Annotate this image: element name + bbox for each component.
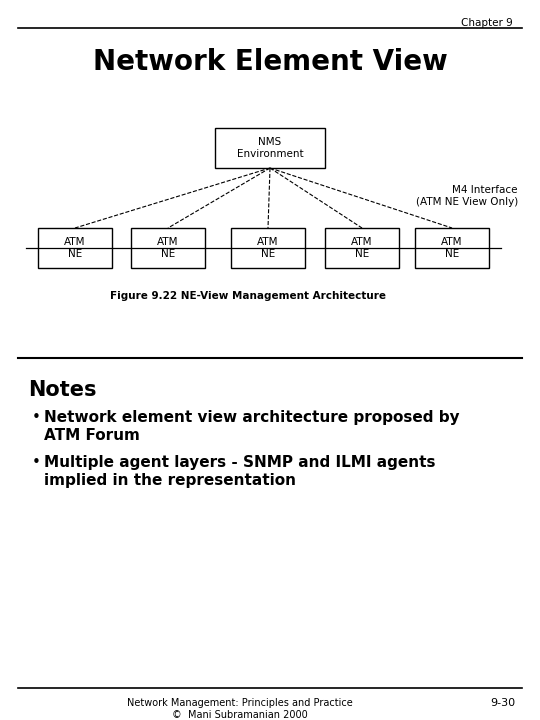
Bar bbox=[231, 228, 305, 268]
Text: Network element view architecture proposed by: Network element view architecture propos… bbox=[44, 410, 460, 425]
Text: ATM
NE: ATM NE bbox=[441, 237, 463, 258]
Text: Figure 9.22 NE-View Management Architecture: Figure 9.22 NE-View Management Architect… bbox=[110, 291, 386, 301]
Text: ATM Forum: ATM Forum bbox=[44, 428, 140, 443]
Text: Multiple agent layers - SNMP and ILMI agents: Multiple agent layers - SNMP and ILMI ag… bbox=[44, 455, 435, 470]
Text: •: • bbox=[32, 455, 41, 470]
Bar bbox=[325, 228, 399, 268]
Text: ATM
NE: ATM NE bbox=[64, 237, 86, 258]
Text: ATM
NE: ATM NE bbox=[351, 237, 373, 258]
Bar bbox=[215, 128, 325, 168]
Text: M4 Interface
(ATM NE View Only): M4 Interface (ATM NE View Only) bbox=[416, 185, 518, 207]
Text: Chapter 9: Chapter 9 bbox=[461, 18, 513, 28]
Text: implied in the representation: implied in the representation bbox=[44, 473, 296, 488]
Text: NMS
Environment: NMS Environment bbox=[237, 138, 303, 159]
Bar bbox=[38, 228, 112, 268]
Text: 9-30: 9-30 bbox=[490, 698, 515, 708]
Text: •: • bbox=[32, 410, 41, 425]
Text: Network Element View: Network Element View bbox=[93, 48, 447, 76]
Text: ATM
NE: ATM NE bbox=[257, 237, 279, 258]
Text: Notes: Notes bbox=[28, 380, 97, 400]
Text: ATM
NE: ATM NE bbox=[157, 237, 179, 258]
Text: Network Management: Principles and Practice
©  Mani Subramanian 2000: Network Management: Principles and Pract… bbox=[127, 698, 353, 719]
Bar bbox=[131, 228, 205, 268]
Bar bbox=[415, 228, 489, 268]
